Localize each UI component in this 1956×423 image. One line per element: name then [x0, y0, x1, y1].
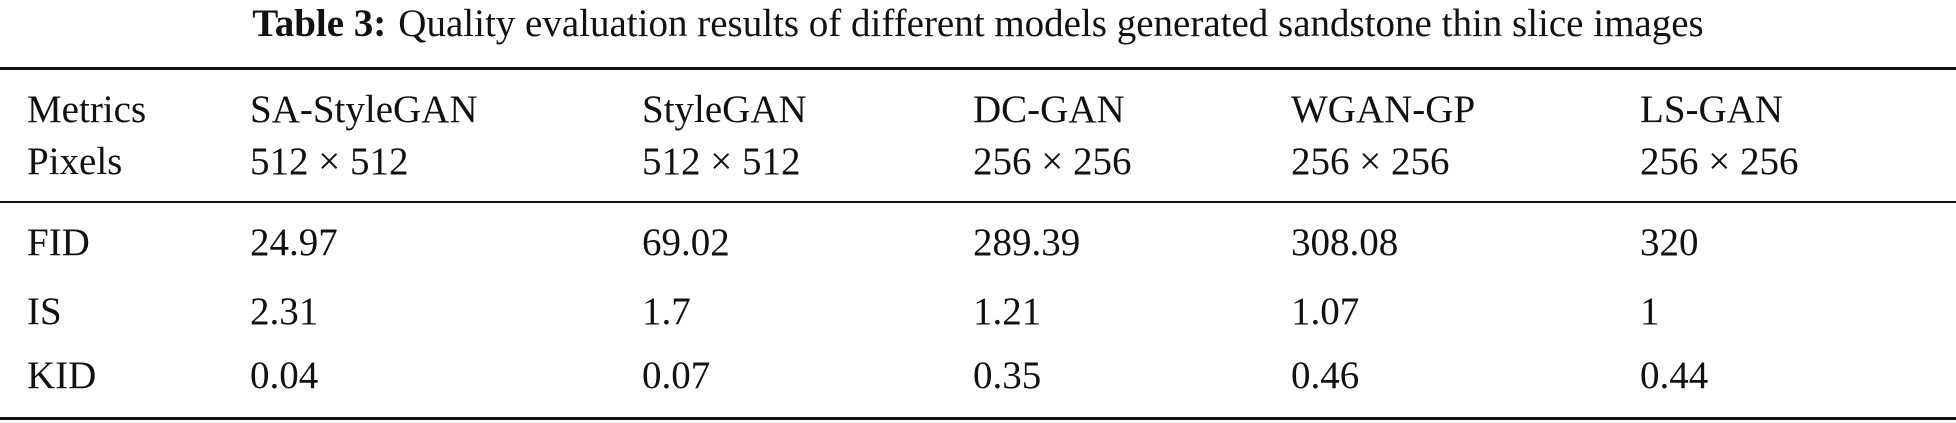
caption-text: Quality evaluation results of different … — [398, 2, 1704, 45]
table-cell: 289.39 — [973, 221, 1081, 264]
header-cell: Metrics — [27, 88, 147, 131]
row-label: IS — [27, 290, 62, 333]
caption-label: Table 3: — [252, 2, 387, 45]
table-cell: 0.04 — [250, 354, 319, 397]
mid-rule — [0, 201, 1956, 203]
header-cell: SA-StyleGAN — [250, 88, 478, 131]
row-label: KID — [27, 354, 97, 397]
header-cell: 256 × 256 — [973, 140, 1132, 183]
table-cell: 0.44 — [1640, 354, 1709, 397]
header-cell: WGAN-GP — [1291, 88, 1476, 131]
header-cell: LS-GAN — [1640, 88, 1783, 131]
table-cell: 2.31 — [250, 290, 319, 333]
table-cell: 0.07 — [642, 354, 711, 397]
table-cell: 69.02 — [642, 221, 730, 264]
table-cell: 320 — [1640, 221, 1699, 264]
table-caption: Table 3: Quality evaluation results of di… — [0, 2, 1956, 46]
top-rule — [0, 67, 1956, 70]
header-cell: Pixels — [27, 140, 123, 183]
table-cell: 24.97 — [250, 221, 338, 264]
header-cell: 256 × 256 — [1640, 140, 1799, 183]
table-cell: 0.46 — [1291, 354, 1360, 397]
table-cell: 308.08 — [1291, 221, 1399, 264]
table-cell: 1 — [1640, 290, 1660, 333]
bottom-rule — [0, 417, 1956, 420]
row-label: FID — [27, 221, 90, 264]
table-cell: 1.21 — [973, 290, 1042, 333]
header-cell: 512 × 512 — [250, 140, 409, 183]
header-cell: DC-GAN — [973, 88, 1125, 131]
header-cell: StyleGAN — [642, 88, 807, 131]
table-cell: 1.07 — [1291, 290, 1360, 333]
table-cell: 1.7 — [642, 290, 691, 333]
header-cell: 256 × 256 — [1291, 140, 1450, 183]
table-cell: 0.35 — [973, 354, 1042, 397]
header-cell: 512 × 512 — [642, 140, 801, 183]
